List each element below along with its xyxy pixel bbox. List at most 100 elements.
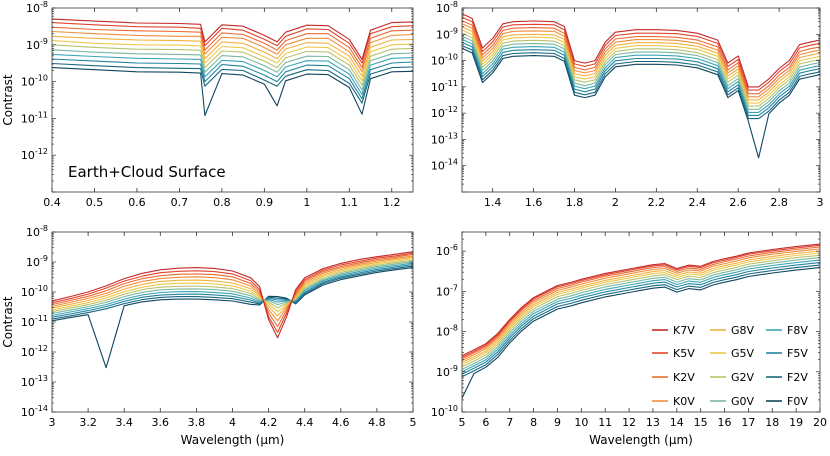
- x-tick-label: 0.7: [171, 196, 189, 209]
- x-tick-label: 7: [506, 416, 513, 429]
- y-tick-label: 10-8: [436, 324, 458, 339]
- series-line-f8v: [462, 38, 820, 113]
- series-line-k5v: [462, 16, 820, 91]
- panel-bottom-left: 3 3.2 3.4 3.6 3.8 4 4.2 4.4 4.6 4.8 5 10-14 10-13 10-…: [1, 224, 417, 447]
- legend-item-g2v: G2V: [710, 371, 755, 384]
- x-tick-label: 0.5: [86, 196, 104, 209]
- legend-item-k7v: K7V: [652, 324, 695, 337]
- series-line-g8v: [462, 250, 820, 363]
- x-tick-label: 5: [459, 416, 466, 429]
- plot-frame: [51, 7, 414, 193]
- x-tick-label: 14: [670, 416, 684, 429]
- annotation-earth-cloud: Earth+Cloud Surface: [68, 163, 226, 181]
- series-line-g0v: [462, 257, 820, 370]
- x-tick-label: 0.4: [43, 196, 61, 209]
- series-line-f5v: [52, 58, 413, 100]
- x-tick-label: 3.8: [188, 416, 206, 429]
- x-axis-title: Wavelength (μm): [181, 433, 285, 447]
- legend-label: F5V: [787, 347, 808, 360]
- y-tick-label: 10-13: [431, 131, 458, 146]
- series-line-g5v: [462, 252, 820, 366]
- series-group: [52, 251, 413, 369]
- y-tick-label: 10-12: [21, 147, 48, 162]
- x-tick-label: 1: [303, 196, 310, 209]
- series-line-g2v: [52, 44, 413, 86]
- x-tick-label: 16: [718, 416, 732, 429]
- series-line-f0v: [52, 267, 413, 369]
- y-tick-label: 10-9: [436, 26, 458, 41]
- plot-frame: [51, 231, 414, 413]
- series-line-g2v: [52, 259, 413, 313]
- series-line-k0v: [52, 30, 413, 72]
- series-line-g2v: [462, 32, 820, 107]
- y-tick-label: 10-6: [436, 243, 458, 258]
- x-tick-label: 3.6: [152, 416, 170, 429]
- legend-item-g0v: G0V: [710, 395, 755, 408]
- x-tick-label: 0.6: [128, 196, 146, 209]
- y-tick-label: 10-12: [431, 105, 458, 120]
- x-tick-label: 3: [49, 416, 56, 429]
- legend-label: G5V: [731, 347, 755, 360]
- series-line-k7v: [52, 251, 413, 339]
- legend-label: G2V: [731, 371, 755, 384]
- x-tick-label: 2.6: [729, 196, 747, 209]
- y-axis-title: Contrast: [1, 74, 15, 126]
- series-line-f0v: [462, 267, 820, 399]
- series-line-f5v: [52, 264, 413, 318]
- series-line-k7v: [462, 13, 820, 88]
- series-line-k2v: [52, 26, 413, 69]
- x-tick-label: 4.4: [296, 416, 314, 429]
- x-tick-label: 11: [598, 416, 612, 429]
- legend-item-g5v: G5V: [710, 347, 755, 360]
- series-line-g5v: [52, 40, 413, 82]
- x-tick-label: 9: [554, 416, 561, 429]
- y-tick-label: 10-9: [26, 37, 48, 52]
- series-line-g8v: [52, 256, 413, 317]
- y-axis-title: Contrast: [1, 296, 15, 348]
- legend: K7V K5V K2V K0V G8V G5V G2V G0V F8V F5V F2V F0V: [652, 324, 808, 408]
- series-line-k5v: [462, 244, 820, 358]
- series-line-f0v: [462, 47, 820, 159]
- y-tick-label: 10-8: [26, 224, 48, 239]
- series-line-k5v: [52, 22, 413, 64]
- series-line-k2v: [462, 246, 820, 360]
- legend-item-f2v: F2V: [766, 371, 808, 384]
- x-tick-label: 18: [765, 416, 779, 429]
- series-group: [462, 243, 820, 399]
- series-line-g5v: [52, 258, 413, 313]
- x-tick-label: 4.8: [368, 416, 386, 429]
- y-tick-label: 10-9: [436, 364, 458, 379]
- x-tick-label: 3.2: [79, 416, 97, 429]
- series-line-k0v: [52, 255, 413, 322]
- y-tick-label: 10-10: [431, 404, 458, 419]
- x-tick-label: 10: [574, 416, 588, 429]
- series-line-f5v: [462, 262, 820, 375]
- series-line-k2v: [52, 253, 413, 328]
- y-tick-label: 10-8: [436, 0, 458, 15]
- series-group: [462, 13, 820, 159]
- legend-item-k5v: K5V: [652, 347, 695, 360]
- y-tick-label: 10-10: [431, 53, 458, 68]
- y-tick-label: 10-14: [21, 404, 48, 419]
- x-tick-label: 20: [813, 416, 827, 429]
- legend-label: K2V: [673, 371, 695, 384]
- legend-label: K0V: [673, 395, 695, 408]
- series-line-f8v: [52, 262, 413, 317]
- x-tick-label: 2.4: [689, 196, 707, 209]
- legend-label: K7V: [673, 324, 695, 337]
- legend-item-k0v: K0V: [652, 395, 695, 408]
- legend-item-f8v: F8V: [766, 324, 808, 337]
- series-line-k7v: [52, 18, 413, 60]
- y-tick-label: 10-11: [21, 314, 48, 329]
- x-tick-label: 2: [612, 196, 619, 209]
- y-tick-label: 10-14: [431, 158, 458, 173]
- x-tick-label: 2.8: [770, 196, 788, 209]
- y-tick-label: 10-8: [26, 0, 48, 15]
- x-tick-label: 2.2: [648, 196, 666, 209]
- legend-item-f0v: F0V: [766, 395, 808, 408]
- legend-label: F0V: [787, 395, 808, 408]
- series-line-k0v: [462, 23, 820, 98]
- legend-label: G8V: [731, 324, 755, 337]
- plot-frame: [461, 7, 821, 193]
